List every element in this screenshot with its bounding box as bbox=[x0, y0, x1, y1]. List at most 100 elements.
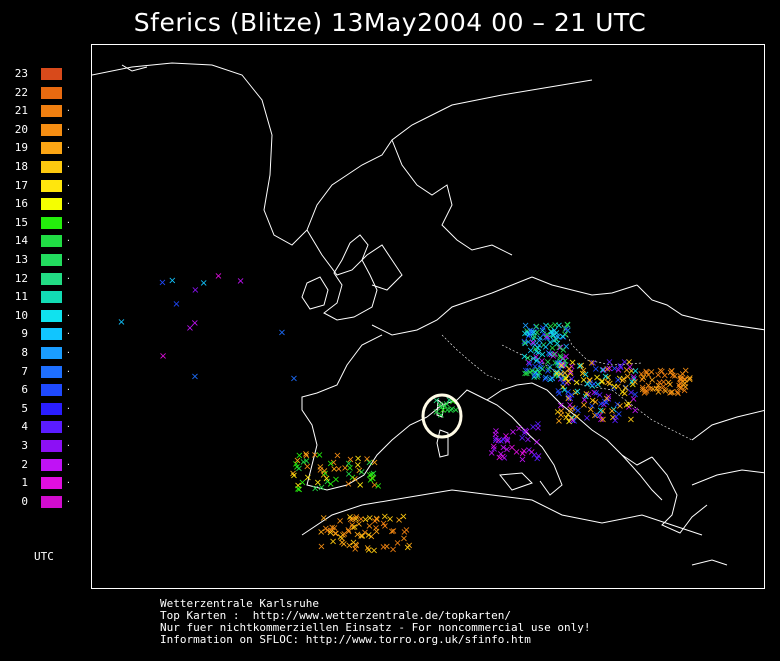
strike-marker: × bbox=[523, 326, 531, 337]
strike-marker: × bbox=[339, 530, 347, 541]
strike-marker: × bbox=[560, 385, 568, 396]
strike-marker: × bbox=[500, 453, 508, 464]
strike-marker: × bbox=[503, 444, 511, 455]
strike-marker: × bbox=[565, 364, 573, 375]
strike-marker: × bbox=[315, 450, 323, 461]
strike-marker: × bbox=[654, 370, 662, 381]
strike-marker: × bbox=[581, 370, 589, 381]
strike-marker: × bbox=[379, 542, 387, 553]
legend-row-3: 3 · bbox=[0, 438, 80, 454]
strike-marker: × bbox=[598, 365, 606, 376]
strike-marker: × bbox=[557, 361, 565, 372]
strike-marker: × bbox=[532, 322, 540, 333]
strike-marker: × bbox=[676, 383, 684, 394]
strike-marker: × bbox=[551, 349, 559, 360]
strike-marker: × bbox=[546, 375, 554, 386]
legend-hour-label: 2 bbox=[21, 457, 28, 471]
strike-marker: × bbox=[596, 410, 604, 421]
strike-marker: × bbox=[600, 365, 608, 376]
strike-marker: × bbox=[369, 473, 377, 484]
strike-marker: × bbox=[556, 364, 564, 375]
strike-marker: × bbox=[332, 529, 340, 540]
strike-marker: × bbox=[329, 537, 337, 548]
strike-marker: × bbox=[539, 340, 547, 351]
strike-marker: × bbox=[548, 373, 556, 384]
strike-marker: × bbox=[598, 377, 606, 388]
strike-marker: × bbox=[299, 457, 307, 468]
strike-marker: × bbox=[666, 379, 674, 390]
strike-marker: × bbox=[533, 364, 541, 375]
strike-marker: × bbox=[495, 452, 503, 463]
legend-row-21: 21 · bbox=[0, 103, 80, 119]
strike-marker: × bbox=[616, 401, 624, 412]
strike-marker: × bbox=[580, 395, 588, 406]
strike-marker: × bbox=[552, 328, 560, 339]
strike-marker: × bbox=[631, 366, 639, 377]
strike-marker: × bbox=[625, 357, 633, 368]
legend-active-mark: · bbox=[66, 217, 71, 227]
strike-marker: × bbox=[365, 457, 373, 468]
strike-marker: × bbox=[600, 400, 608, 411]
strike-marker: × bbox=[677, 375, 685, 386]
strike-marker: × bbox=[604, 394, 612, 405]
strike-marker: × bbox=[557, 359, 565, 370]
strike-marker: × bbox=[573, 386, 581, 397]
strike-marker: × bbox=[530, 327, 538, 338]
strike-marker: × bbox=[372, 513, 380, 524]
legend-hour-label: 19 bbox=[14, 141, 28, 155]
legend-hour-label: 14 bbox=[14, 234, 28, 248]
strike-marker: × bbox=[295, 485, 303, 496]
strike-marker: × bbox=[549, 331, 557, 342]
legend-row-6: 6 · bbox=[0, 382, 80, 398]
strike-marker: × bbox=[345, 527, 353, 538]
strike-marker: × bbox=[551, 320, 559, 331]
strike-marker: × bbox=[520, 428, 528, 439]
legend-active-mark: · bbox=[66, 385, 71, 395]
strike-marker: × bbox=[549, 351, 557, 362]
strike-marker: × bbox=[436, 400, 444, 411]
strike-marker: × bbox=[679, 369, 687, 380]
strike-marker: × bbox=[601, 372, 609, 383]
strike-marker: × bbox=[542, 342, 550, 353]
legend-active-mark: · bbox=[66, 348, 71, 357]
legend-hour-label: 23 bbox=[14, 67, 28, 80]
strike-marker: × bbox=[576, 361, 584, 372]
strike-marker: × bbox=[317, 527, 325, 538]
strike-marker: × bbox=[554, 407, 562, 418]
strike-marker: × bbox=[669, 371, 677, 382]
strike-marker: × bbox=[338, 537, 346, 548]
strike-marker: × bbox=[565, 364, 573, 375]
legend-hour-label: 17 bbox=[14, 178, 28, 192]
strike-marker: × bbox=[358, 531, 366, 542]
strike-marker: × bbox=[620, 374, 628, 385]
strike-marker: × bbox=[400, 533, 408, 544]
strike-marker: × bbox=[404, 543, 412, 554]
legend-color-swatch bbox=[41, 86, 62, 99]
strike-marker: × bbox=[540, 329, 548, 340]
strike-marker: × bbox=[555, 358, 563, 369]
strike-marker: × bbox=[630, 372, 638, 383]
legend-active-mark: · bbox=[66, 180, 71, 190]
strike-marker: × bbox=[609, 413, 617, 424]
legend-row-15: 15 · bbox=[0, 215, 80, 231]
strike-marker: × bbox=[627, 366, 635, 377]
strike-marker: × bbox=[568, 413, 576, 424]
strike-marker: × bbox=[686, 373, 694, 384]
strike-marker: × bbox=[374, 481, 382, 492]
strike-marker: × bbox=[623, 365, 631, 376]
strike-marker: × bbox=[356, 480, 364, 491]
strike-marker: × bbox=[666, 367, 674, 378]
strike-marker: × bbox=[526, 367, 534, 378]
strike-marker: × bbox=[548, 374, 556, 385]
strike-marker: × bbox=[442, 399, 450, 410]
strike-marker: × bbox=[630, 374, 638, 385]
strike-marker: × bbox=[320, 513, 328, 524]
strike-marker: × bbox=[327, 459, 335, 470]
strike-marker: × bbox=[293, 462, 301, 473]
legend-active-mark: · bbox=[66, 106, 71, 116]
strike-marker: × bbox=[556, 351, 564, 362]
strike-marker: × bbox=[587, 404, 595, 415]
strike-marker: × bbox=[340, 539, 348, 550]
strike-marker: × bbox=[562, 342, 570, 353]
strike-marker: × bbox=[527, 327, 535, 338]
